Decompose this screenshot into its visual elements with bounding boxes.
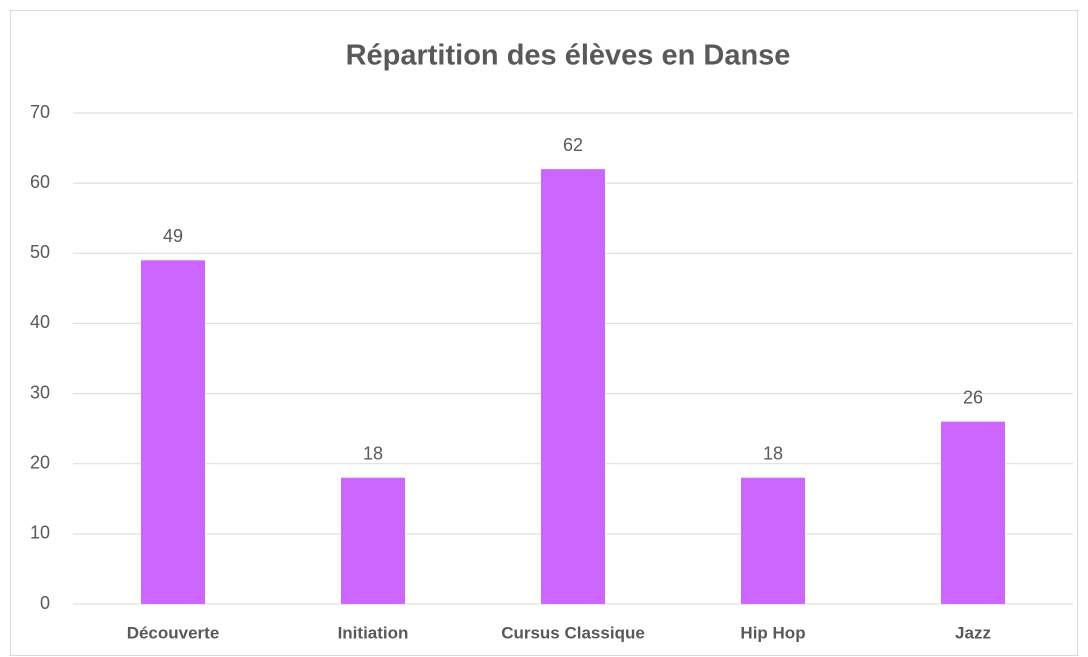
bar [141,260,205,604]
bar [941,421,1005,604]
bar [741,477,805,604]
x-tick-label: Cursus Classique [501,623,645,642]
data-label: 18 [763,443,783,463]
y-tick-label: 60 [30,172,50,192]
y-tick-label: 70 [30,102,50,122]
bar [341,477,405,604]
x-tick-label: Initiation [338,623,409,642]
data-label: 49 [163,226,183,246]
data-label: 62 [563,135,583,155]
y-tick-label: 30 [30,382,50,402]
y-tick-label: 10 [30,523,50,543]
y-tick-label: 0 [40,593,50,613]
data-label: 26 [963,387,983,407]
x-tick-label: Hip Hop [740,623,805,642]
bar [541,169,605,604]
y-tick-label: 50 [30,242,50,262]
x-tick-label: Jazz [955,623,991,642]
data-label: 18 [363,443,383,463]
y-tick-label: 40 [30,312,50,332]
chart-title: Répartition des élèves en Danse [346,40,791,72]
y-tick-label: 20 [30,452,50,472]
x-tick-label: Découverte [127,623,220,642]
